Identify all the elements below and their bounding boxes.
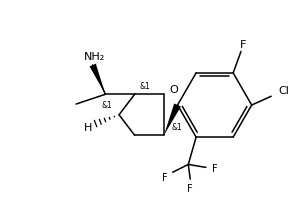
Text: F: F — [187, 184, 193, 194]
Text: &1: &1 — [102, 102, 113, 110]
Text: &1: &1 — [139, 82, 150, 91]
Text: H: H — [84, 123, 92, 133]
Text: Cl: Cl — [278, 86, 288, 96]
Text: O: O — [169, 85, 178, 95]
Text: &1: &1 — [172, 123, 183, 132]
Text: F: F — [162, 173, 168, 183]
Polygon shape — [90, 64, 105, 94]
Text: F: F — [240, 40, 246, 50]
Text: NH₂: NH₂ — [84, 52, 105, 62]
Polygon shape — [164, 103, 181, 135]
Text: F: F — [212, 164, 217, 174]
